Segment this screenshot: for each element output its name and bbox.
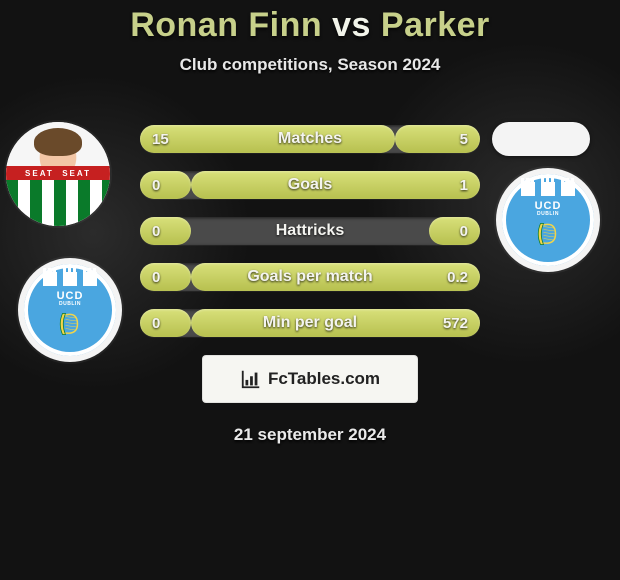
bar-fill-right	[191, 171, 480, 199]
bar-fill-left	[140, 125, 395, 153]
bar-value-right: 0.2	[447, 263, 468, 291]
bar-fill-right	[191, 309, 480, 337]
bar-fill-left	[140, 309, 191, 337]
bar-fill-left	[140, 171, 191, 199]
vs-text: vs	[332, 6, 371, 44]
stat-bars: Matches155Goals01Hattricks00Goals per ma…	[0, 125, 620, 337]
bar-value-left: 0	[152, 263, 160, 291]
bar-value-right: 572	[443, 309, 468, 337]
stat-bar: Matches155	[140, 125, 480, 153]
chart-icon	[240, 368, 262, 390]
player2-name: Parker	[381, 6, 490, 44]
bar-value-right: 0	[460, 217, 468, 245]
player1-name: Ronan Finn	[130, 6, 322, 44]
stat-bar: Goals per match00.2	[140, 263, 480, 291]
subtitle: Club competitions, Season 2024	[0, 55, 620, 75]
bar-fill-left	[140, 263, 191, 291]
bar-fill-right	[191, 263, 480, 291]
stat-bar: Goals01	[140, 171, 480, 199]
bar-fill-right	[429, 217, 480, 245]
bar-value-right: 1	[460, 171, 468, 199]
bar-value-left: 0	[152, 217, 160, 245]
bar-value-left: 15	[152, 125, 169, 153]
stat-bar: Min per goal0572	[140, 309, 480, 337]
logo-text: FcTables.com	[268, 369, 380, 389]
bar-value-right: 5	[460, 125, 468, 153]
source-logo: FcTables.com	[202, 355, 418, 403]
stat-bar: Hattricks00	[140, 217, 480, 245]
bar-fill-left	[140, 217, 191, 245]
bar-value-left: 0	[152, 171, 160, 199]
date-text: 21 september 2024	[0, 425, 620, 445]
bar-value-left: 0	[152, 309, 160, 337]
page-title: Ronan Finn vs Parker	[0, 0, 620, 45]
